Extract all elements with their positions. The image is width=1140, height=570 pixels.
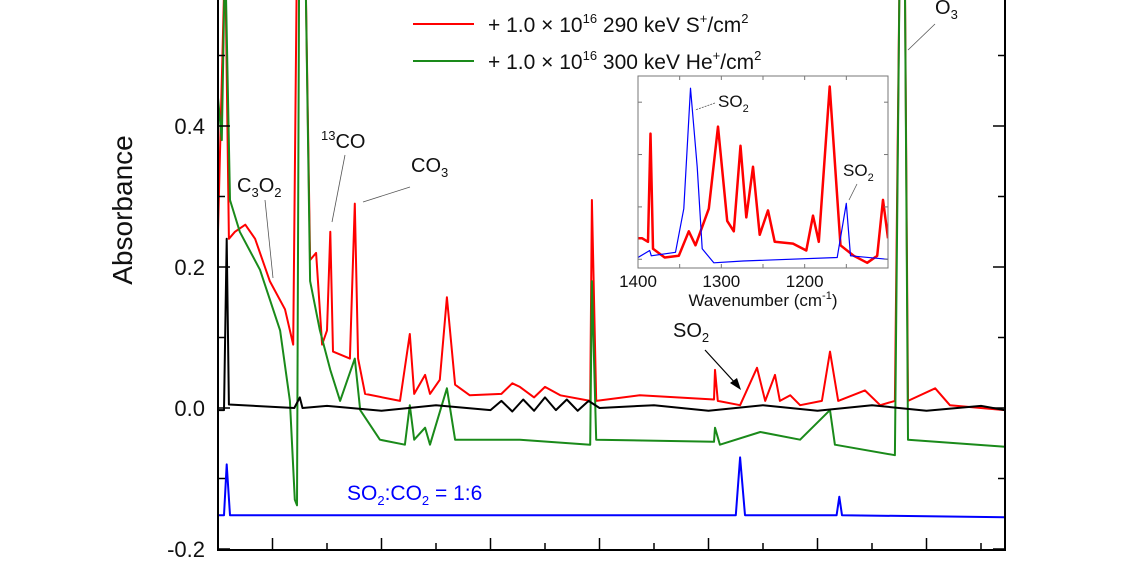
annotation-co3: CO3 (362, 155, 448, 203)
inset-chart: 1400 1300 1200 SO2 SO2 Wavenumber (cm-1) (619, 75, 889, 310)
y-tick-label: -0.2 (167, 537, 205, 562)
svg-text:SO2: SO2 (843, 161, 874, 184)
annotation-o3: O3 (907, 0, 958, 51)
inset-x-tick-label: 1300 (702, 272, 740, 291)
annotation-13co: 13CO (321, 128, 365, 223)
annotation-c3o2: C3O2 (237, 175, 281, 279)
y-tick-label: 0.0 (174, 396, 205, 421)
y-tick-label: 0.2 (174, 255, 205, 280)
inset-annotation-so2-b: SO2 (843, 161, 874, 201)
arrow-head-icon (730, 378, 741, 390)
svg-text:13CO: 13CO (321, 128, 365, 153)
svg-text:CO3: CO3 (411, 155, 448, 180)
svg-text:SO2: SO2 (673, 320, 709, 345)
annotation-so2: SO2 (673, 320, 741, 390)
legend-label-s: + 1.0 × 1016 290 keV S+/cm2 (488, 11, 748, 37)
inset-x-tick-label: 1200 (786, 272, 824, 291)
svg-text:O3: O3 (935, 0, 958, 22)
series-line-2 (218, 237, 1005, 413)
y-tick-label: 0.4 (174, 114, 205, 139)
plot-frame (217, 0, 1006, 551)
legend: + 1.0 × 1016 290 keV S+/cm2 + 1.0 × 1016… (413, 11, 761, 74)
svg-text:SO2: SO2 (718, 92, 749, 115)
inset-x-axis-label: Wavenumber (cm-1) (689, 290, 838, 310)
ratio-label: SO2:CO2 = 1:6 (347, 482, 482, 508)
series-line-3 (218, 456, 1005, 519)
inset-x-tick-label: 1400 (619, 272, 657, 291)
svg-text:C3O2: C3O2 (237, 175, 281, 200)
inset-series-line-0 (638, 85, 888, 265)
y-axis-label: Absorbance (107, 135, 138, 284)
legend-label-he: + 1.0 × 1016 300 keV He+/cm2 (488, 48, 761, 74)
inset-series-line-1 (638, 87, 888, 264)
series-line-1 (218, 0, 1005, 507)
inset-annotation-so2-a: SO2 (694, 92, 749, 115)
